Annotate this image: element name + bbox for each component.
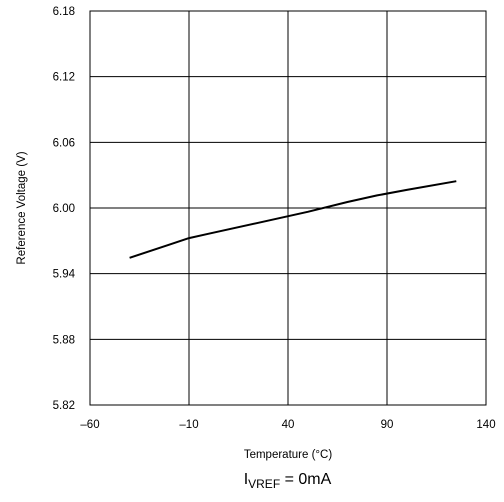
y-tick-labels: 5.82 5.88 5.94 6.00 6.06 6.12 6.18 xyxy=(53,6,76,412)
x-tick-label: 140 xyxy=(476,419,495,431)
y-axis-label: Reference Voltage (V) xyxy=(16,151,28,264)
plot-frame xyxy=(89,10,487,406)
series-line xyxy=(129,180,457,259)
y-tick-label: 5.94 xyxy=(53,269,76,281)
annotation-suffix: = 0mA xyxy=(280,471,332,488)
annotation-prefix: I xyxy=(243,471,249,488)
x-axis-label: Temperature (°C) xyxy=(244,449,332,461)
series-layer xyxy=(129,180,457,259)
y-tick-label: 6.12 xyxy=(53,72,75,84)
y-tick-label: 6.00 xyxy=(53,203,75,215)
x-tick-label: 90 xyxy=(381,419,394,431)
x-tick-labels: –60 –10 40 90 140 xyxy=(80,419,495,431)
annotation-subscript: VREF xyxy=(248,477,281,491)
test-condition-annotation: IVREF = 0mA xyxy=(0,471,504,491)
x-tick-label: 40 xyxy=(282,419,295,431)
y-tick-label: 5.82 xyxy=(53,400,75,412)
x-tick-label: –10 xyxy=(179,419,198,431)
y-tick-label: 6.18 xyxy=(53,6,75,18)
y-tick-label: 6.06 xyxy=(53,137,75,149)
y-tick-label: 5.88 xyxy=(53,334,75,346)
x-tick-label: –60 xyxy=(80,419,99,431)
grid-lines xyxy=(90,11,486,405)
